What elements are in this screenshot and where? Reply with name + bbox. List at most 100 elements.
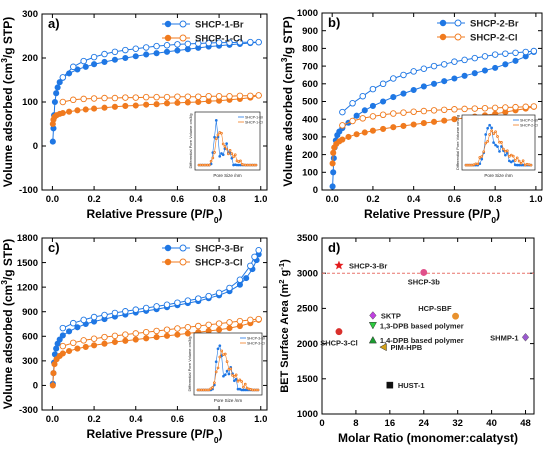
adsorption-point [513, 58, 518, 63]
inset-br-curve-point [485, 134, 487, 136]
x-tick-label: 0.8 [212, 194, 225, 205]
inset-br-curve-point [226, 143, 228, 145]
inset-cl-curve-point [475, 163, 477, 165]
adsorption-point [340, 137, 345, 142]
data-point-pim-hpb: PIM-HPB [380, 343, 423, 352]
y-axis-label: BET Surface Area (m2 g-1) [277, 259, 292, 393]
inset-cl-curve-point [219, 356, 221, 358]
desorption-point [248, 39, 254, 45]
inset-br-curve-point [493, 142, 495, 144]
adsorption-point [112, 339, 117, 344]
x-tick-label: 8 [353, 418, 358, 429]
adsorption-point [60, 110, 65, 115]
adsorption-point [123, 338, 128, 343]
adsorption-point [123, 55, 128, 60]
inset-br-curve-point [235, 378, 237, 380]
desorption-point [175, 300, 181, 306]
panel-label: c) [48, 240, 60, 255]
desorption-point [421, 108, 427, 114]
point-label: SHCP-3b [408, 277, 441, 286]
desorption-point [216, 93, 222, 99]
desorption-point [81, 58, 87, 64]
legend-label: SHCP-1-Cl [195, 34, 243, 45]
adsorption-point [154, 335, 159, 340]
adsorption-point [66, 348, 71, 353]
y-tick-label: 1200 [17, 282, 38, 293]
y-tick-label: 900 [302, 26, 318, 37]
inset-x-label: Pore Size /nm [214, 398, 243, 403]
inset-legend-label: SHCP-2-Cl [520, 124, 538, 128]
adsorption-point [331, 156, 336, 161]
desorption-point [185, 298, 191, 304]
inset-cl-curve-point [210, 160, 212, 162]
inset-cl-curve-point [226, 361, 228, 363]
inset-cl-curve-point [227, 153, 229, 155]
desorption-point [60, 75, 66, 81]
desorption-point [237, 277, 243, 283]
desorption-point [531, 104, 537, 110]
inset-cl-curve-point [487, 140, 489, 142]
inset-cl-curve-point [222, 143, 224, 145]
adsorption-point [381, 126, 386, 131]
desorption-point [421, 66, 427, 72]
adsorption-point [346, 134, 351, 139]
adsorption-point [175, 332, 180, 337]
point-label: HCP-SBF [418, 304, 452, 313]
point-label: SHMP-1 [490, 333, 518, 342]
desorption-point [216, 290, 222, 296]
adsorption-point [354, 113, 359, 118]
y-tick-label: -100 [19, 185, 38, 196]
inset-br-curve-point [231, 157, 233, 159]
x-tick-label: 0.6 [171, 194, 184, 205]
x-tick-label: 0.0 [46, 414, 59, 425]
legend-label: SHCP-1-Br [195, 20, 244, 31]
x-tick-label: 0.2 [366, 194, 379, 205]
inset-cl-curve-point [215, 138, 217, 140]
adsorption-point [411, 87, 416, 92]
adsorption-point [52, 362, 57, 367]
adsorption-point [472, 71, 477, 76]
panel-2: 0.0 0.2 0.4 0.6 0.8 1.00100200300400500600700… [279, 8, 542, 225]
desorption-point [390, 111, 396, 117]
legend-label: SHCP-3-Br [195, 244, 244, 255]
adsorption-point [442, 79, 447, 84]
desorption-point [237, 318, 243, 324]
desorption-point [164, 94, 170, 100]
y-tick-label: 1500 [17, 258, 38, 269]
desorption-point [237, 93, 243, 99]
adsorption-point [462, 73, 467, 78]
adsorption-point [442, 118, 447, 123]
adsorption-point [381, 99, 386, 104]
desorption-point [431, 108, 437, 114]
y-tick-label: 700 [302, 61, 318, 72]
inset-pore-size-distribution: Pore Size /nmDifferential Pore Volume cm… [455, 115, 539, 178]
point-marker [336, 329, 342, 335]
inset-legend-label: SHCP-1-Br [245, 116, 264, 120]
inset-cl-curve-point [516, 157, 518, 159]
desorption-point [123, 47, 129, 53]
desorption-point [340, 123, 346, 129]
adsorption-point [83, 107, 88, 112]
desorption-point [523, 104, 529, 110]
adsorption-point [66, 329, 71, 334]
y-tick-label: 300 [22, 356, 38, 367]
x-tick-label: 40 [486, 418, 497, 429]
adsorption-point [411, 122, 416, 127]
adsorption-point [354, 132, 359, 137]
inset-br-curve-point [223, 375, 225, 377]
inset-legend-label: SHCP-3-Br [247, 337, 266, 341]
adsorption-point [370, 128, 375, 133]
desorption-point [256, 247, 262, 253]
point-marker [335, 261, 344, 269]
adsorption-point [52, 99, 57, 104]
desorption-point [503, 51, 509, 57]
desorption-point [154, 328, 160, 334]
inset-cl-curve-point [501, 141, 503, 143]
desorption-point [164, 327, 170, 333]
desorption-point [164, 302, 170, 308]
adsorption-point [75, 346, 80, 351]
adsorption-point [133, 103, 138, 108]
x-tick-label: 1.0 [254, 414, 267, 425]
y-tick-label: 3500 [297, 233, 318, 244]
adsorption-point [482, 68, 487, 73]
